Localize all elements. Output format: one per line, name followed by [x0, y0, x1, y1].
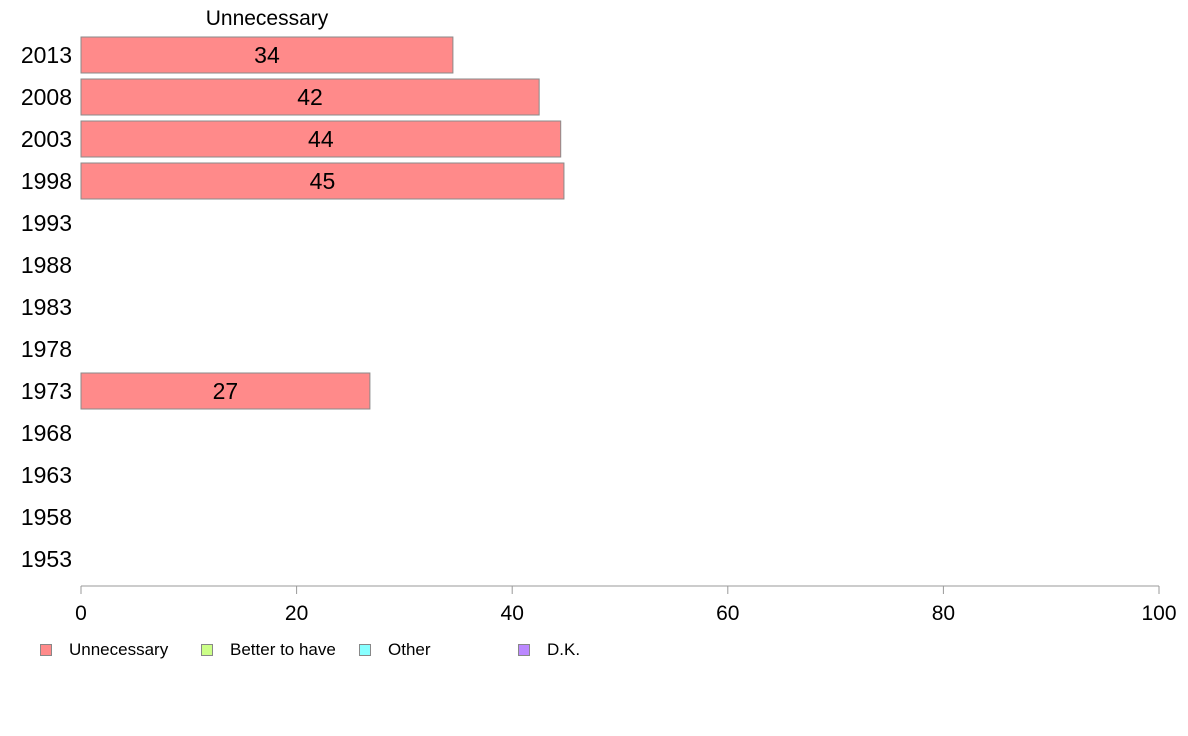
- x-tick-label: 100: [1141, 602, 1176, 625]
- legend-swatch: [40, 644, 52, 656]
- x-tick-label: 20: [285, 602, 308, 625]
- legend-item: D.K.: [518, 640, 580, 660]
- x-tick-label: 80: [932, 602, 955, 625]
- data-label: 34: [254, 42, 280, 68]
- legend-swatch: [518, 644, 530, 656]
- x-tick-label: 60: [716, 602, 739, 625]
- chart-title: Unnecessary: [206, 7, 329, 30]
- y-tick-label: 1983: [21, 294, 72, 320]
- x-tick-label: 40: [501, 602, 524, 625]
- chart: Unnecessary 34 42 44 45 27 2013 2008 2003 1998 1…: [21, 7, 1177, 625]
- bar: [80, 36, 454, 74]
- y-tick-label: 1968: [21, 420, 72, 446]
- y-tick-label: 2008: [21, 84, 72, 110]
- legend-label: Other: [388, 640, 431, 659]
- bar: [80, 120, 562, 158]
- legend-item: Better to have: [201, 640, 336, 660]
- data-label: 45: [310, 168, 336, 194]
- y-tick-label: 2013: [21, 42, 72, 68]
- bar: [80, 78, 540, 116]
- y-axis-labels: 2013 2008 2003 1998 1993 1988 1983 1978 1973 1968…: [21, 42, 72, 572]
- legend-label: D.K.: [547, 640, 581, 659]
- y-tick-label: 1963: [21, 462, 72, 488]
- y-tick-label: 1978: [21, 336, 72, 362]
- legend-item: Other: [359, 640, 431, 660]
- y-tick-label: 2003: [21, 126, 72, 152]
- legend-swatch: [359, 644, 371, 656]
- legend-label: Unnecessary: [69, 640, 169, 659]
- legend-item: Unnecessary: [40, 640, 168, 660]
- bar: [80, 372, 371, 410]
- legend-swatch: [201, 644, 213, 656]
- x-axis: 0 20 40 60 80 100: [75, 585, 1177, 625]
- legend-label: Better to have: [230, 640, 336, 659]
- data-label: 44: [308, 126, 334, 152]
- y-tick-label: 1988: [21, 252, 72, 278]
- y-tick-label: 1998: [21, 168, 72, 194]
- bar: [80, 162, 565, 200]
- y-tick-label: 1958: [21, 504, 72, 530]
- x-tick-label: 0: [75, 602, 87, 625]
- y-tick-label: 1973: [21, 378, 72, 404]
- y-tick-label: 1993: [21, 210, 72, 236]
- bars: 34 42 44 45 27: [80, 36, 565, 410]
- data-label: 27: [213, 378, 239, 404]
- y-tick-label: 1953: [21, 546, 72, 572]
- data-label: 42: [297, 84, 323, 110]
- legend: Unnecessary Better to have Other D.K.: [0, 640, 1188, 664]
